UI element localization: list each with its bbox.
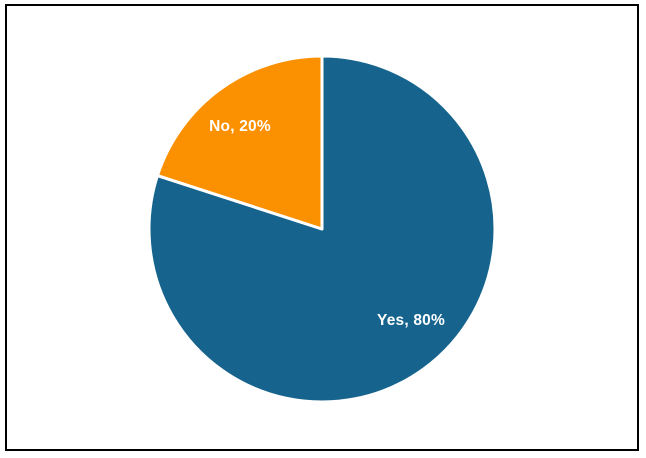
pie-slice-no[interactable] <box>155 54 324 231</box>
pie-slice-label-no: No, 20% <box>209 118 271 135</box>
pie-slice-label-yes: Yes, 80% <box>377 312 445 329</box>
